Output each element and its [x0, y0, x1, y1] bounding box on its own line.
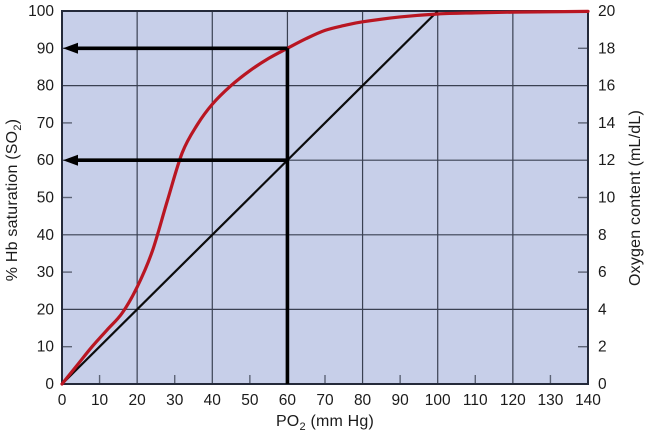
- oxyhemoglobin-dissociation-curve: [60, 9, 590, 386]
- left-axis-title-text: % Hb saturation (SO: [4, 130, 21, 282]
- plot-background: [62, 11, 588, 384]
- x-axis-title-subscript: 2: [299, 421, 306, 434]
- left-tick-label: 50: [37, 190, 55, 207]
- left-axis-title-close: ): [4, 118, 21, 125]
- x-axis-title-units: (mm Hg): [305, 413, 375, 430]
- right-tick-label: 10: [598, 190, 616, 207]
- right-tick-label: 6: [598, 264, 607, 281]
- left-tick-label: 90: [37, 40, 55, 57]
- x-axis-title-text: PO: [275, 413, 300, 430]
- x-tick-label: 10: [91, 392, 109, 409]
- linear-reference-line: [61, 10, 439, 385]
- x-tick-label: 100: [425, 392, 451, 409]
- left-tick-label: 40: [37, 227, 55, 244]
- x-tick-label: 40: [204, 392, 222, 409]
- right-tick-label: 4: [598, 301, 607, 318]
- left-tick-label: 80: [37, 78, 55, 95]
- right-axis-title: Oxygen content (mL/dL): [627, 98, 647, 298]
- x-tick-label: 140: [575, 392, 601, 409]
- right-tick-label: 20: [598, 3, 616, 20]
- plot-frame: [61, 10, 589, 385]
- left-tick-label: 100: [28, 3, 54, 20]
- right-tick-label: 14: [598, 115, 616, 132]
- saturation-arrow-head: [63, 154, 78, 166]
- left-tick-label: 30: [37, 264, 55, 281]
- right-axis-title-text: Oxygen content (mL/dL): [627, 109, 644, 287]
- x-tick-label: 20: [129, 392, 147, 409]
- right-tick-label: 2: [598, 339, 607, 356]
- x-tick-label: 130: [537, 392, 563, 409]
- x-tick-label: 0: [58, 392, 67, 409]
- x-tick-label: 120: [500, 392, 526, 409]
- right-tick-label: 0: [598, 376, 607, 393]
- x-tick-label: 90: [392, 392, 410, 409]
- x-tick-label: 30: [166, 392, 184, 409]
- x-tick-label: 70: [316, 392, 334, 409]
- x-axis-title: PO2 (mm Hg): [62, 413, 588, 433]
- right-tick-label: 8: [598, 227, 607, 244]
- right-tick-label: 16: [598, 78, 615, 95]
- left-axis-title-subscript: 2: [12, 124, 25, 131]
- x-tick-label: 60: [279, 392, 297, 409]
- left-axis-title: % Hb saturation (SO2): [4, 100, 24, 300]
- left-tick-label: 0: [45, 376, 54, 393]
- left-tick-label: 10: [37, 339, 55, 356]
- left-tick-label: 60: [37, 152, 55, 169]
- saturation-arrow-head: [63, 42, 78, 54]
- right-tick-label: 18: [598, 40, 615, 57]
- left-tick-label: 70: [37, 115, 55, 132]
- x-tick-label: 80: [354, 392, 372, 409]
- right-tick-label: 12: [598, 152, 615, 169]
- x-tick-label: 50: [241, 392, 259, 409]
- left-tick-label: 20: [37, 301, 55, 318]
- x-tick-label: 110: [463, 392, 488, 409]
